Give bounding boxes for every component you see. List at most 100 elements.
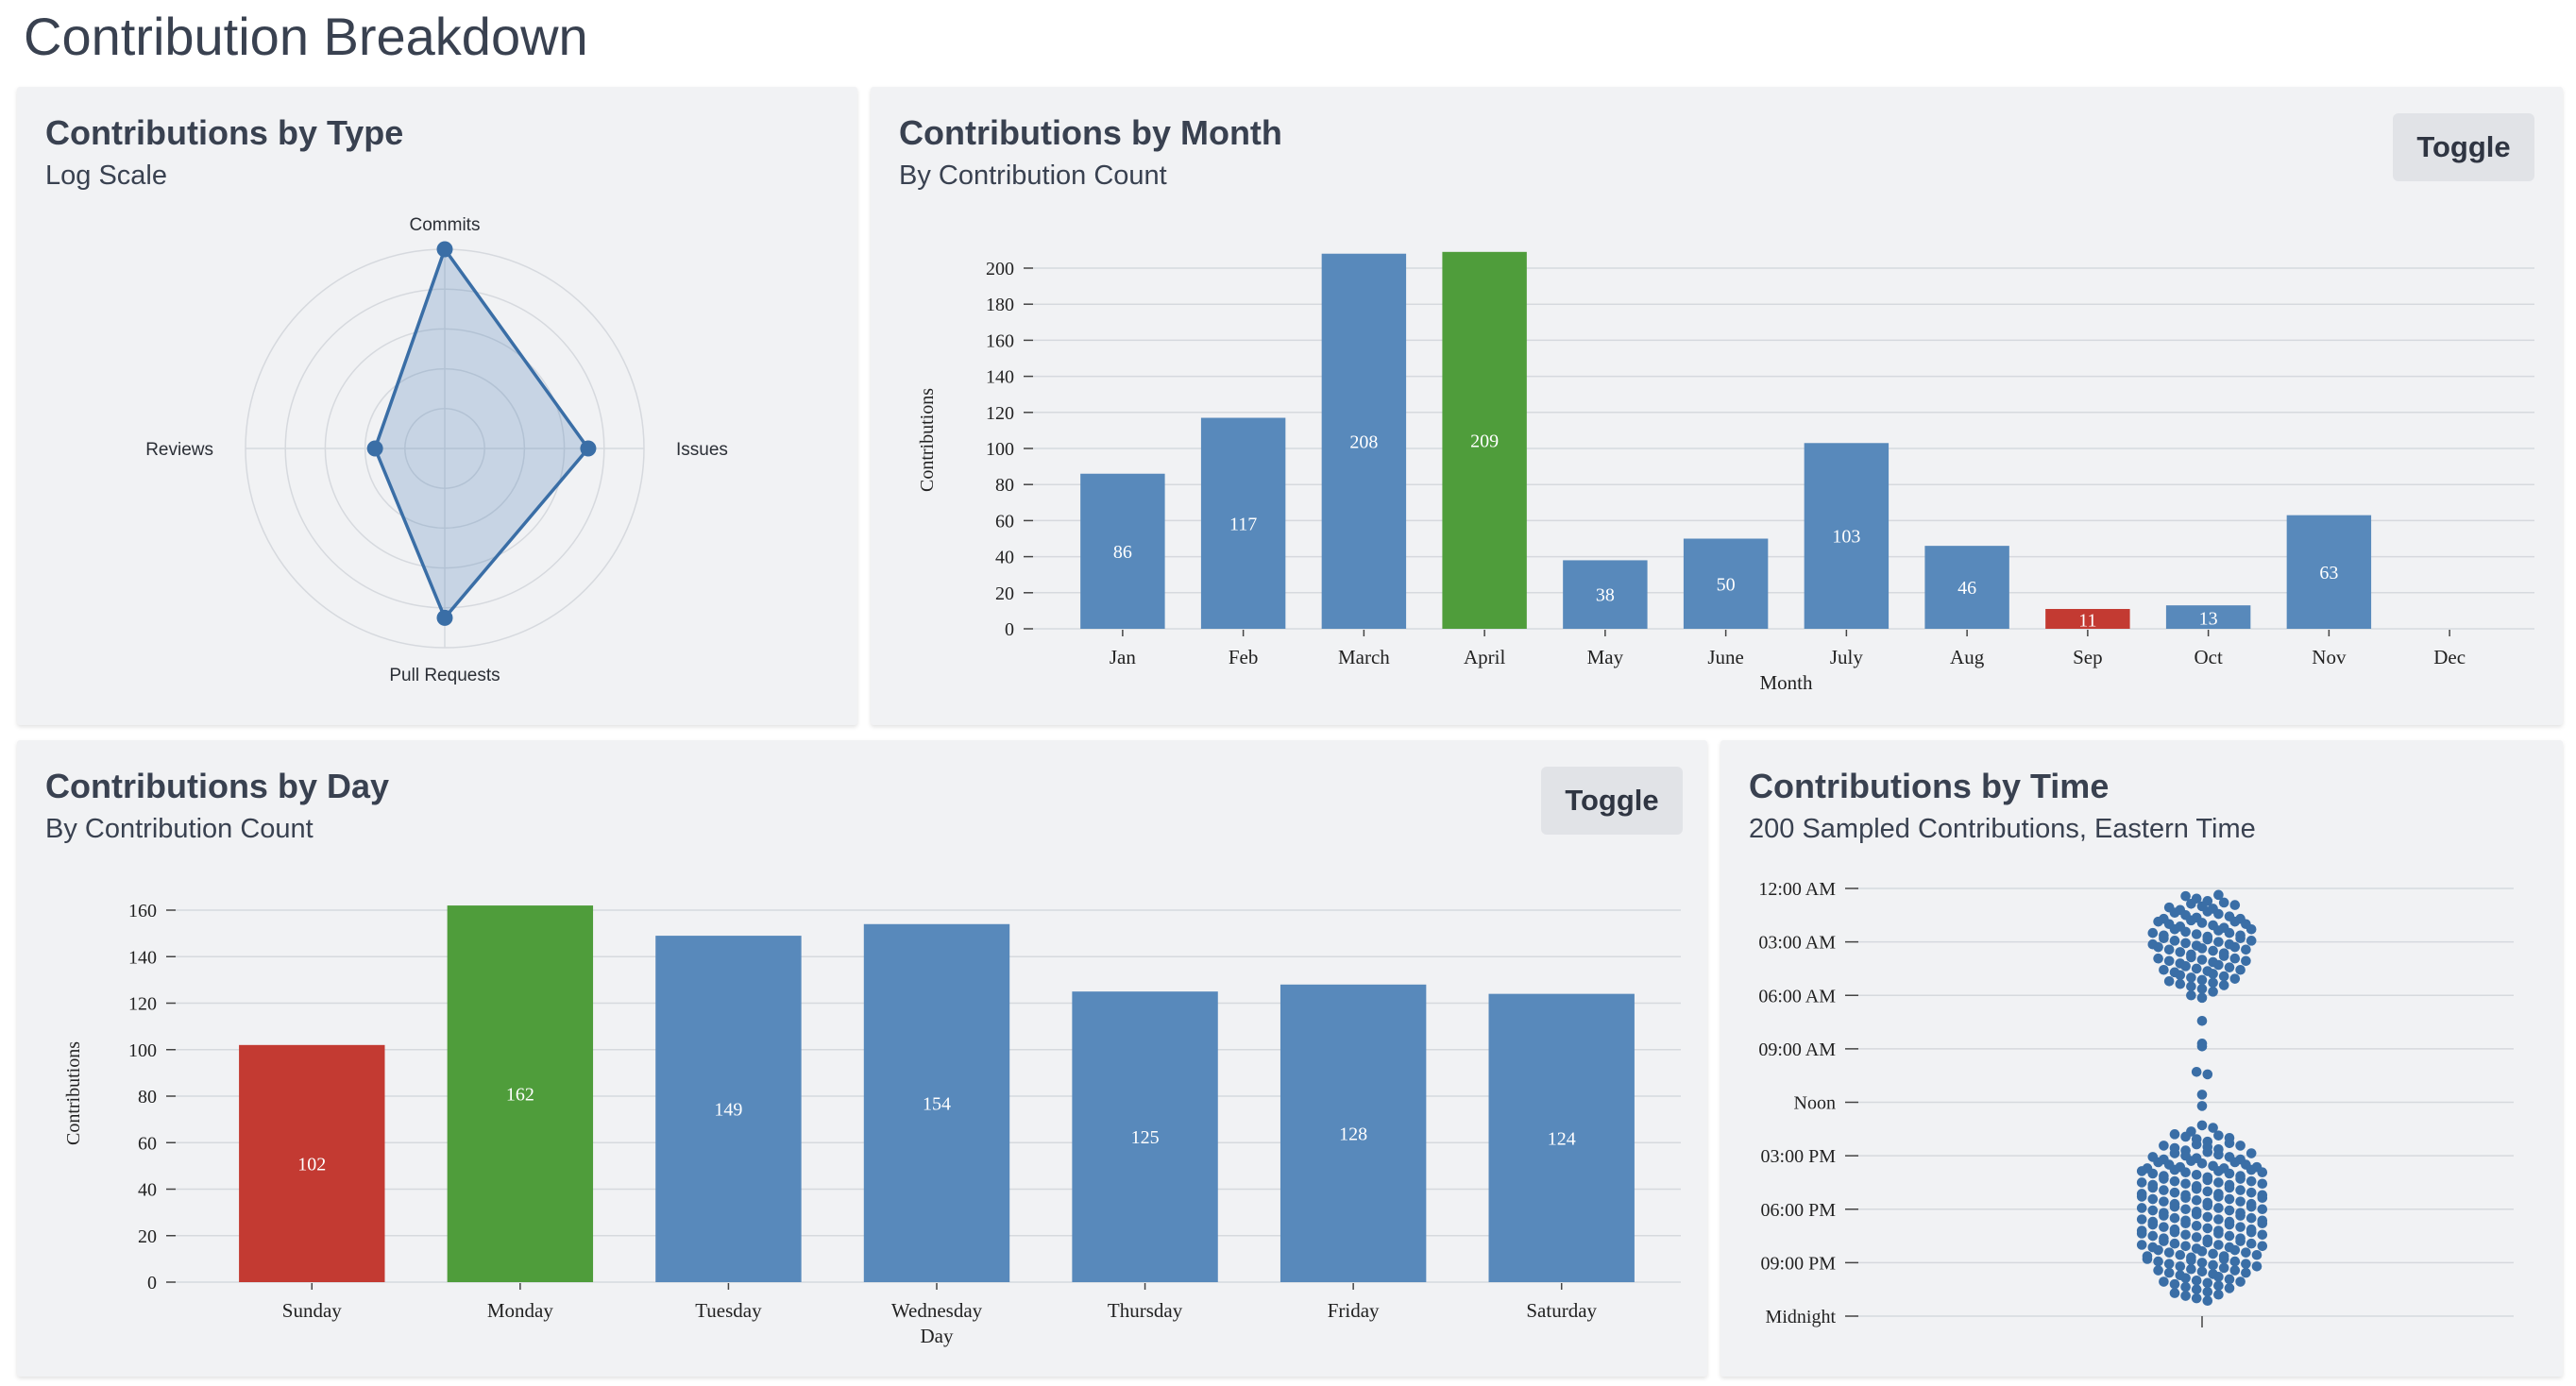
bar-feb <box>1200 417 1286 629</box>
time-dot <box>2180 1192 2191 1204</box>
time-dot <box>2229 1265 2241 1276</box>
time-dot <box>2257 1178 2268 1190</box>
time-dot <box>2186 972 2196 983</box>
bar-tuesday <box>655 936 802 1282</box>
page-title: Contribution Breakdown <box>24 7 588 66</box>
time-dot <box>2169 1175 2180 1187</box>
bar-value-label: 50 <box>1717 574 1736 595</box>
time-dot <box>2180 961 2191 972</box>
time-dot <box>2169 1278 2180 1290</box>
time-dot <box>2213 1280 2224 1292</box>
time-dot <box>2213 1272 2224 1282</box>
time-dot <box>2136 1228 2147 1239</box>
bar-value-label: 46 <box>1957 578 1976 599</box>
time-dot <box>2169 923 2180 935</box>
x-tick-label: Oct <box>2194 646 2222 668</box>
bar-aug <box>1924 546 2009 629</box>
time-dot <box>2257 1229 2268 1241</box>
radar-point-reviews <box>366 440 383 457</box>
time-dot <box>2202 1277 2213 1289</box>
time-dot <box>2257 1192 2268 1204</box>
time-dot <box>2175 1260 2186 1272</box>
time-dot <box>2147 1205 2159 1216</box>
y-tick-label: 60 <box>995 511 1014 532</box>
time-dot <box>2169 1129 2180 1140</box>
y-tick-label: 180 <box>986 295 1014 315</box>
type-card-subtitle: Log Scale <box>45 161 167 191</box>
time-dot <box>2224 1168 2235 1179</box>
time-dot <box>2235 1210 2246 1221</box>
time-dot <box>2257 1204 2268 1215</box>
time-dot <box>2196 984 2208 994</box>
time-dot <box>2224 927 2235 938</box>
time-dot <box>2136 1192 2147 1202</box>
time-dot <box>2196 1040 2208 1052</box>
y-tick-label: 100 <box>128 1040 157 1061</box>
bar-wednesday <box>863 923 1010 1282</box>
y-axis-label: Contributions <box>917 388 938 492</box>
x-axis-label: Month <box>1759 671 1813 694</box>
time-dot <box>2180 1167 2191 1177</box>
time-dot <box>2235 1276 2246 1287</box>
bar-value-label: 63 <box>2319 563 2338 583</box>
time-dot <box>2208 969 2218 979</box>
time-dot <box>2191 1284 2202 1294</box>
time-dot <box>2229 1244 2241 1256</box>
time-dot <box>2163 975 2175 987</box>
y-tick-label: 140 <box>986 367 1014 388</box>
time-dot <box>2208 977 2218 989</box>
time-dot <box>2191 1066 2202 1077</box>
time-dot <box>2159 1196 2169 1207</box>
time-card-title: Contributions by Time <box>1749 767 2110 805</box>
y-tick-label: 40 <box>138 1180 157 1201</box>
time-dot <box>2180 926 2191 938</box>
time-dot <box>2186 989 2196 1001</box>
time-dot <box>2213 1228 2224 1239</box>
time-beeswarm-chart: 12:00 AM 03:00 AM 06:00 AM 09:00 AM Noon 03:0… <box>1758 879 2514 1327</box>
time-dot <box>2202 906 2213 917</box>
y-tick-label: 03:00 PM <box>1761 1146 1837 1167</box>
time-dot <box>2202 1223 2213 1234</box>
time-dot <box>2169 1212 2180 1224</box>
time-dot <box>2241 1267 2251 1278</box>
y-tick-label: 09:00 PM <box>1761 1253 1837 1274</box>
time-dot <box>2213 1214 2224 1225</box>
time-dot <box>2180 890 2191 902</box>
y-tick-label: 120 <box>986 403 1014 424</box>
x-tick-label: Sunday <box>282 1299 343 1322</box>
time-dot <box>2191 1209 2202 1220</box>
y-tick-label: 140 <box>128 947 157 968</box>
time-dot <box>2229 900 2241 910</box>
radar-axis-label: Reviews <box>145 440 213 460</box>
time-dot <box>2246 1148 2257 1158</box>
radar-point-issues <box>580 440 597 457</box>
y-tick-label: Midnight <box>1766 1307 1837 1327</box>
radar-axis-label: Issues <box>676 440 728 460</box>
time-dot <box>2180 1204 2191 1215</box>
bar-value-label: 13 <box>2199 609 2218 630</box>
time-dot <box>2147 1182 2159 1193</box>
y-axis: 0 20 40 60 80 100 120 140 160 180 200 <box>986 259 2534 640</box>
day-bar-chart: 0 20 40 60 80 100 120 140 160 Contributions 102 Sun… <box>63 901 1681 1347</box>
time-dot <box>2169 1187 2180 1198</box>
time-dot <box>2241 955 2251 967</box>
time-dot <box>2213 889 2224 901</box>
bar-friday <box>1280 984 1427 1282</box>
time-dot <box>2202 1237 2213 1248</box>
time-dot <box>2246 1175 2257 1187</box>
x-tick-label: March <box>1338 646 1390 668</box>
time-dot <box>2159 1210 2169 1221</box>
day-toggle-button[interactable]: Toggle <box>1541 767 1683 835</box>
time-dot <box>2180 938 2191 949</box>
time-dot <box>2169 1148 2180 1158</box>
bar-july <box>1804 443 1890 629</box>
time-dot <box>2213 937 2224 947</box>
bar-value-label: 125 <box>1131 1127 1160 1148</box>
time-dot <box>2218 897 2229 908</box>
month-toggle-button[interactable]: Toggle <box>2393 113 2534 181</box>
day-card: Contributions by Day By Contribution Cou… <box>17 740 1707 1377</box>
time-dot <box>2224 1219 2235 1230</box>
time-dot <box>2136 1240 2147 1250</box>
time-dot <box>2159 1141 2169 1151</box>
time-dot <box>2186 1156 2196 1166</box>
